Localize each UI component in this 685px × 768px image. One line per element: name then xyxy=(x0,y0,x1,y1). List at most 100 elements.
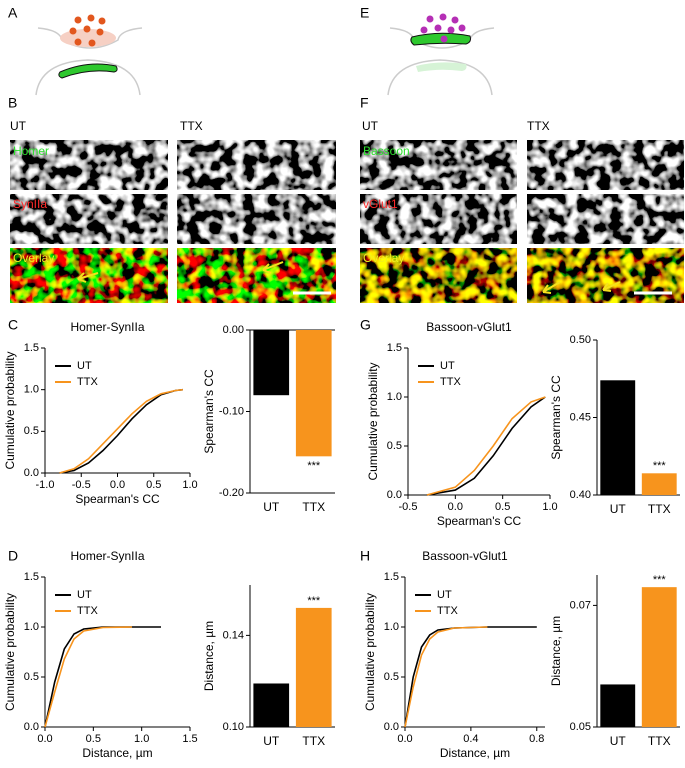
chart-title: Homer-SynIIa xyxy=(70,320,144,334)
y-tick-label: 0.50 xyxy=(570,334,591,346)
x-axis-label: Spearman's CC xyxy=(437,514,522,528)
micrograph xyxy=(10,194,168,244)
panel-letter: H xyxy=(360,548,370,564)
bar xyxy=(600,380,636,495)
y-tick-label: 0.14 xyxy=(223,629,244,641)
chart-title: Bassoon-vGlut1 xyxy=(426,320,512,334)
cdf-line xyxy=(404,626,537,728)
y-tick-label: 0.40 xyxy=(570,489,591,501)
y-tick-label: 0.0 xyxy=(24,467,39,479)
y-tick-label: 0.5 xyxy=(24,425,39,437)
x-tick-label: TTX xyxy=(648,734,671,748)
x-tick-label: 0.0 xyxy=(37,733,52,745)
y-tick-label: 1.5 xyxy=(24,342,39,354)
legend-label: UT xyxy=(437,589,452,601)
y-tick-label: 0.05 xyxy=(570,721,591,733)
x-tick-label: 0.5 xyxy=(146,479,161,491)
panel-letter: C xyxy=(8,317,18,333)
panel-letter: A xyxy=(8,5,18,21)
x-tick-label: 0.0 xyxy=(397,733,412,745)
bar xyxy=(295,607,332,727)
cdf-line xyxy=(404,626,488,728)
legend-label: TTX xyxy=(77,605,98,617)
x-tick-label: TTX xyxy=(648,502,671,516)
panel-letter: B xyxy=(8,95,17,111)
x-tick-label: -0.5 xyxy=(72,479,91,491)
column-label: UT xyxy=(10,119,27,133)
y-tick-label: 0.07 xyxy=(570,599,591,611)
y-tick-label: 1.5 xyxy=(24,571,39,583)
micrograph xyxy=(527,248,684,303)
panel-letter: F xyxy=(360,95,369,111)
channel-label: SynIIa xyxy=(13,197,47,211)
channel-label: Overlay xyxy=(13,251,54,265)
y-tick-label: 1.0 xyxy=(24,621,39,633)
bar xyxy=(253,330,290,396)
y-tick-label: 0.0 xyxy=(387,489,402,501)
bar xyxy=(641,473,677,495)
micrograph xyxy=(360,194,517,244)
micrograph xyxy=(177,248,336,303)
legend-label: UT xyxy=(77,360,92,372)
micrograph xyxy=(177,140,336,190)
arrow xyxy=(262,261,284,274)
bar xyxy=(295,330,332,457)
y-tick-label: 1.0 xyxy=(387,391,402,403)
y-axis-label: Distance, µm xyxy=(202,621,216,691)
x-tick-label: UT xyxy=(610,734,627,748)
y-axis-label: Distance, µm xyxy=(549,616,563,686)
legend-label: TTX xyxy=(440,376,461,388)
y-tick-label: 0.5 xyxy=(24,671,39,683)
x-tick-label: UT xyxy=(263,734,280,748)
bar xyxy=(641,587,677,727)
x-axis-label: Distance, µm xyxy=(82,746,152,760)
y-axis-label: Cumulative probability xyxy=(3,351,17,469)
x-tick-label: 0.0 xyxy=(110,479,125,491)
column-label: TTX xyxy=(180,119,203,133)
x-tick-label: -0.5 xyxy=(399,501,418,513)
panel-letter: D xyxy=(8,548,18,564)
x-tick-label: -1.0 xyxy=(36,479,55,491)
x-tick-label: TTX xyxy=(302,734,325,748)
significance: *** xyxy=(653,574,667,586)
bar xyxy=(600,684,636,727)
significance: *** xyxy=(653,460,667,472)
cdf-line xyxy=(59,388,183,474)
y-tick-label: 0.5 xyxy=(384,671,399,683)
y-axis-label: Spearman's CC xyxy=(202,369,216,454)
x-tick-label: 1.0 xyxy=(134,733,149,745)
y-axis-label: Spearman's CC xyxy=(549,375,563,460)
y-tick-label: 0.00 xyxy=(223,324,244,336)
significance: *** xyxy=(307,595,321,607)
x-tick-label: 1.0 xyxy=(182,479,197,491)
y-axis-label: Cumulative probability xyxy=(3,593,17,711)
channel-label: Bassoon xyxy=(363,144,410,158)
column-label: TTX xyxy=(527,119,550,133)
arrow xyxy=(602,281,621,292)
arrow xyxy=(77,272,99,283)
micrograph xyxy=(360,140,517,190)
y-tick-label: 1.0 xyxy=(24,384,39,396)
significance: *** xyxy=(307,460,321,472)
x-tick-label: UT xyxy=(610,502,627,516)
micrograph xyxy=(360,248,517,303)
x-tick-label: TTX xyxy=(302,500,325,514)
x-tick-label: 1.0 xyxy=(542,501,557,513)
y-tick-label: 1.5 xyxy=(387,342,402,354)
cdf-line xyxy=(426,396,546,496)
y-tick-label: 0.0 xyxy=(384,721,399,733)
cdf-line xyxy=(426,396,546,496)
channel-label: vGlut1 xyxy=(363,197,398,211)
chart-title: Bassoon-vGlut1 xyxy=(422,549,508,563)
channel-label: Overlay xyxy=(363,251,404,265)
x-tick-label: 1.5 xyxy=(182,733,197,745)
cdf-line xyxy=(44,626,161,728)
y-tick-label: 0.10 xyxy=(223,721,244,733)
y-tick-label: 0.45 xyxy=(570,411,591,423)
micrograph xyxy=(527,140,684,190)
synapse-schematic xyxy=(35,14,143,96)
y-axis-label: Cumulative probability xyxy=(366,362,380,480)
x-tick-label: 0.0 xyxy=(448,501,463,513)
y-tick-label: 1.0 xyxy=(384,621,399,633)
y-axis-label: Cumulative probability xyxy=(363,593,377,711)
